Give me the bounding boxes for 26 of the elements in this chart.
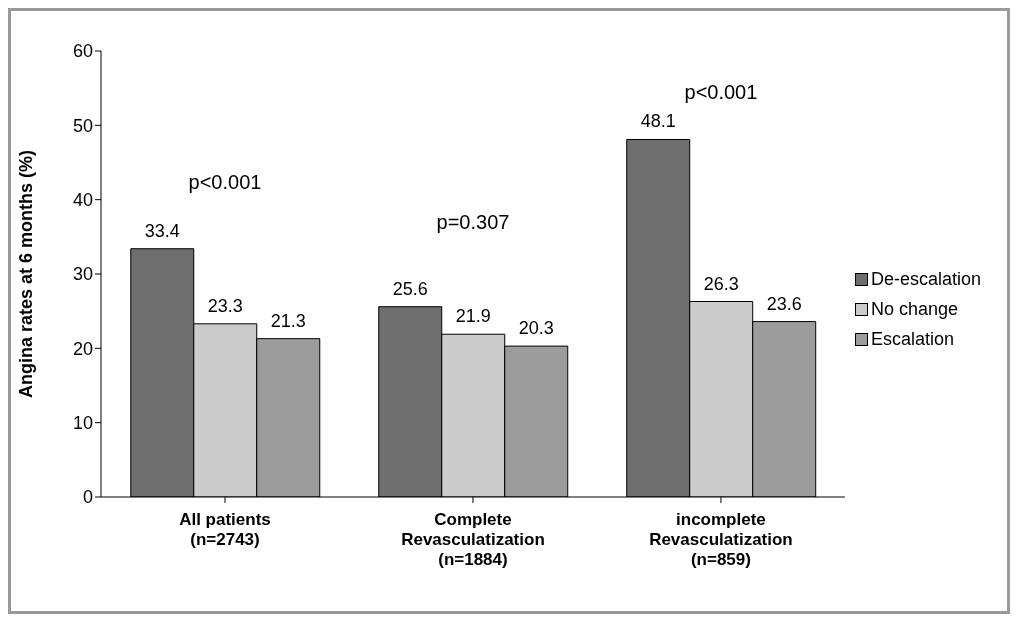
data-label: 21.3 <box>270 310 306 331</box>
data-label: 25.6 <box>392 278 428 299</box>
data-label: 23.3 <box>207 295 243 316</box>
legend-label: De-escalation <box>870 268 981 290</box>
y-tick-label: 50 <box>72 115 93 136</box>
data-label: 26.3 <box>703 273 739 294</box>
legend-label: No change <box>870 298 959 320</box>
y-tick-label: 60 <box>72 41 93 62</box>
data-label: 48.1 <box>640 111 676 132</box>
data-label: 21.9 <box>455 306 491 327</box>
annotation: p<0.001 <box>684 81 758 103</box>
y-axis-title: Angina rates at 6 months (%) <box>16 149 37 399</box>
data-label: 20.3 <box>518 318 554 339</box>
y-tick-label: 0 <box>82 487 93 508</box>
x-tick-label: Complete Revasculatization (n=1884) <box>401 510 545 569</box>
y-tick-label: 20 <box>72 338 93 359</box>
y-tick-label: 40 <box>72 190 93 211</box>
data-label: 23.6 <box>766 293 802 314</box>
data-label: 33.4 <box>144 220 180 241</box>
annotation: p<0.001 <box>188 171 262 193</box>
x-tick-label: incomplete Revasculatization (n=859) <box>649 510 793 569</box>
legend-label: Escalation <box>870 328 954 350</box>
y-tick-label: 30 <box>72 264 93 285</box>
x-tick-label: All patients (n=2743) <box>179 510 271 549</box>
y-tick-label: 10 <box>72 413 93 434</box>
annotation: p=0.307 <box>436 211 510 233</box>
